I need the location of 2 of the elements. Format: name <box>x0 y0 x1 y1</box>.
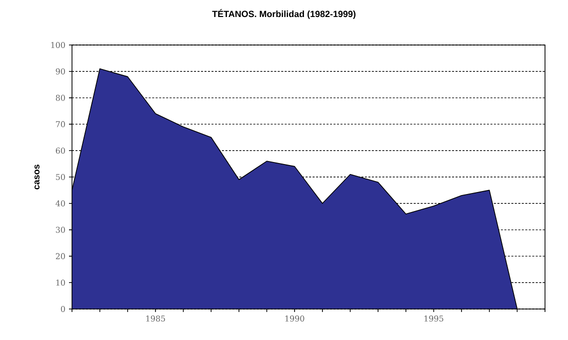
y-axis-title: casos <box>34 164 40 190</box>
chart-title: TÉTANOS. Morbilidad (1982-1999) <box>212 9 356 19</box>
